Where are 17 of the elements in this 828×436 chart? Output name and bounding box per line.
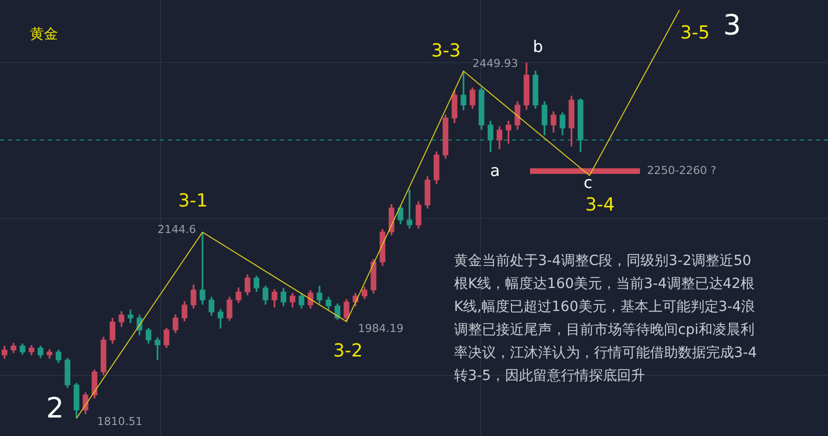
annotation: 2 xyxy=(46,391,64,424)
annotation: 1984.19 xyxy=(358,322,404,335)
annotation: c xyxy=(584,173,592,192)
annotation: a xyxy=(490,161,500,180)
text: 黄金 xyxy=(30,26,58,43)
annotation: 2144.6 xyxy=(158,222,196,236)
annotation: 3-3 xyxy=(431,40,461,62)
annotation: 3-1 xyxy=(178,190,208,212)
annotation: 3-4 xyxy=(585,194,615,216)
annotation: 3-5 xyxy=(680,22,710,44)
annotation: 1810.51 xyxy=(97,414,142,428)
annotation: 黄金当前处于3-4调整C段，同级别3-2调整近50根K线，幅度达160美元，当前3-4调整已达42根K线,幅度已超过160美元，基本上可能判定3-4浪调整已接近尾声，目前市场等待晚间cpi和凌晨利率决议，江沐洋认为，行情可能借助数据完成3-4转3-5，因此留意行情探底回升 xyxy=(454,252,758,386)
annotation: 3 xyxy=(723,8,741,42)
annotation: 2449.93 xyxy=(472,56,518,70)
annotation: b xyxy=(532,37,544,56)
band-label: 2250-2260 ? xyxy=(647,164,716,177)
annotation: 3-2 xyxy=(333,340,363,362)
